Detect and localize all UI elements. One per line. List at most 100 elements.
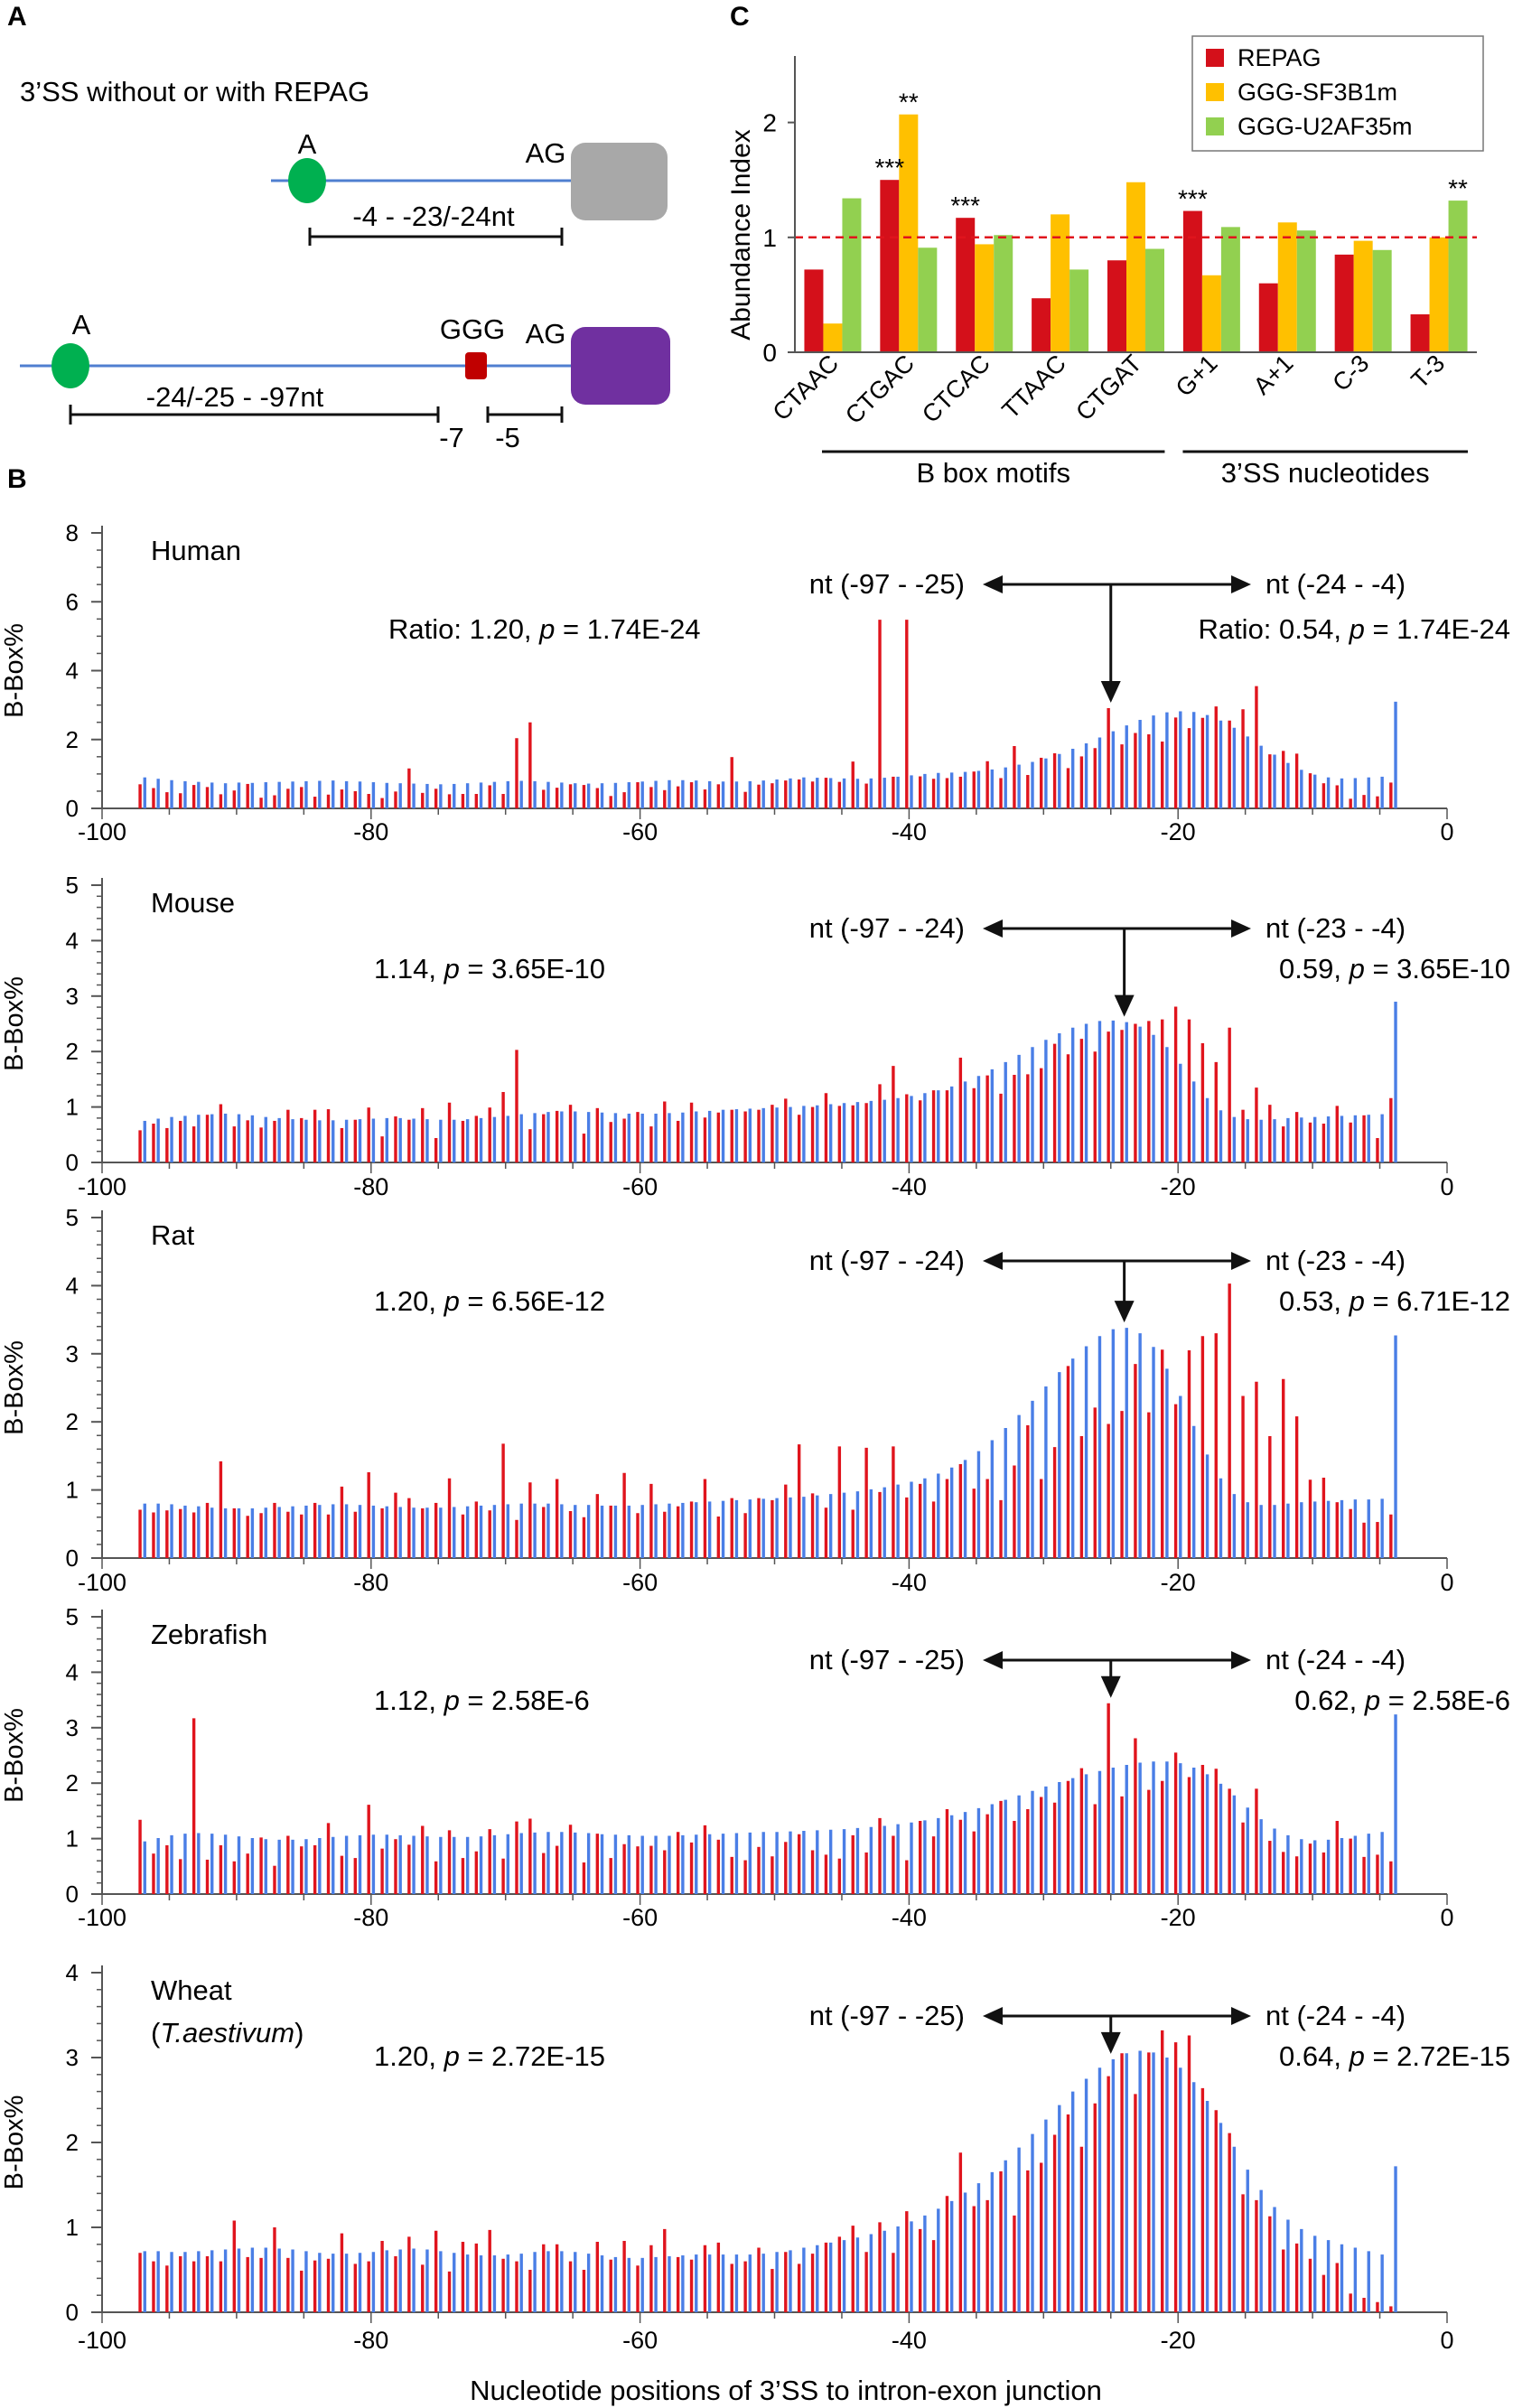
zebrafish-y-tick-label: 4 bbox=[66, 1658, 79, 1685]
rat-left-stats-part: p bbox=[444, 1285, 460, 1317]
human-y-axis-title: B-Box% bbox=[0, 623, 29, 718]
rat-y-axis-title: B-Box% bbox=[0, 1340, 29, 1435]
wheat-x-tick-label: -80 bbox=[353, 2327, 388, 2354]
rat-species-title: Rat bbox=[151, 1219, 195, 1251]
panel-c-category-label: G+1 bbox=[1171, 350, 1223, 402]
legend-swatch-sf3b1m bbox=[1206, 83, 1224, 101]
wheat-x-tick-label: 0 bbox=[1440, 2327, 1453, 2354]
zebrafish-right-stats-part: p bbox=[1364, 1685, 1380, 1716]
human-right-stats-part: p bbox=[1349, 613, 1365, 645]
panel-c-y-axis-title: Abundance Index bbox=[726, 129, 756, 341]
human-left-stats: Ratio: 1.20, p = 1.74E-24 bbox=[388, 613, 701, 645]
rat-right-stats-part: p bbox=[1349, 1285, 1365, 1317]
panel-c-bar-repag-ctaac bbox=[804, 269, 824, 352]
mouse-x-tick-label: 0 bbox=[1440, 1173, 1453, 1200]
rat-left-stats: 1.20, p = 6.56E-12 bbox=[374, 1285, 605, 1317]
mouse-arrow-left-head bbox=[983, 919, 1003, 938]
zebrafish-y-tick-label: 2 bbox=[66, 1769, 79, 1797]
mouse-y-tick-label: 3 bbox=[66, 983, 79, 1010]
zebrafish-chart: 0 1 2 3 4 5 -100 -80 -60 -40 -20 0 B-Box% Zebrafish nt… bbox=[0, 1603, 1510, 1931]
rat-right-range-label: nt (-23 - -4) bbox=[1266, 1245, 1406, 1276]
zebrafish-right-stats-part: = 2.58E-6 bbox=[1380, 1685, 1510, 1716]
panel-c-bar-repag-a+1 bbox=[1258, 283, 1278, 352]
wheat-left-stats-part: p bbox=[444, 2040, 460, 2072]
mouse-x-tick-label: -40 bbox=[892, 1173, 927, 1200]
wheat-y-tick-label: 4 bbox=[66, 1959, 79, 1986]
wheat-subtitle-open-paren: ( bbox=[151, 2017, 161, 2049]
rat-x-tick-label: 0 bbox=[1440, 1569, 1453, 1596]
mouse-peak-arrow-head bbox=[1114, 994, 1135, 1017]
mouse-left-stats-part: = 3.65E-10 bbox=[460, 953, 605, 985]
panel-c-bar-repag-ctgat bbox=[1107, 260, 1126, 352]
legend-label-repag: REPAG bbox=[1237, 44, 1322, 71]
upper-range-label: -4 - -23/-24nt bbox=[352, 201, 515, 232]
panel-c-group-label: 3’SS nucleotides bbox=[1221, 457, 1430, 489]
rat-right-stats-part: 0.53, bbox=[1279, 1285, 1350, 1317]
rat-y-tick-label: 2 bbox=[66, 1408, 79, 1435]
mouse-species-title: Mouse bbox=[151, 887, 235, 919]
wheat-right-stats-part: 0.64, bbox=[1279, 2040, 1350, 2072]
lower-range-label: -24/-25 - -97nt bbox=[146, 381, 324, 413]
mouse-x-tick-label: -80 bbox=[353, 1173, 388, 1200]
panel-c-bar-repag-g+1 bbox=[1182, 210, 1202, 352]
panel-c-group-label: B box motifs bbox=[916, 457, 1070, 489]
upper-acceptor-label: AG bbox=[526, 137, 566, 169]
wheat-subtitle-text: T.aestivum bbox=[160, 2017, 294, 2049]
mouse-y-tick-label: 2 bbox=[66, 1038, 79, 1065]
rat-left-stats-part: 1.20, bbox=[374, 1285, 444, 1317]
wheat-left-stats-part: 1.20, bbox=[374, 2040, 444, 2072]
zebrafish-x-tick-label: -40 bbox=[892, 1904, 927, 1931]
rat-x-tick-label: -100 bbox=[78, 1569, 126, 1596]
panel-c-bar-ggg-sf3b1m-t-3 bbox=[1429, 237, 1449, 352]
upper-branch-label: A bbox=[298, 128, 317, 160]
zebrafish-arrow-left-head bbox=[983, 1651, 1003, 1669]
ggg-motif-label: GGG bbox=[440, 313, 505, 345]
panel-c-category-label: A+1 bbox=[1248, 350, 1299, 400]
mouse-left-stats-part: 1.14, bbox=[374, 953, 444, 985]
panel-c-chart: C Abundance Index 012 ******** *** ** CTAA… bbox=[726, 2, 1484, 489]
zebrafish-x-tick-label: -60 bbox=[622, 1904, 658, 1931]
lower-branch-label: A bbox=[72, 309, 91, 341]
wheat-chart: 0 1 2 3 4 -100 -80 -60 -40 -20 0 B-Box% Wheat (T.aest… bbox=[0, 1959, 1510, 2354]
ggg-motif-box bbox=[465, 352, 487, 379]
wheat-arrow-right-head bbox=[1231, 2007, 1251, 2025]
legend-label-sf3b1m: GGG-SF3B1m bbox=[1237, 79, 1397, 106]
mouse-left-range-label: nt (-97 - -24) bbox=[809, 912, 965, 944]
panel-c-category-label: TTAAC bbox=[996, 350, 1070, 424]
panel-c-significance-label: ** bbox=[1448, 174, 1468, 202]
rat-y-tick-label: 5 bbox=[66, 1204, 79, 1231]
panel-c-bar-ggg-sf3b1m-ctgat bbox=[1126, 182, 1145, 352]
panel-c-significance-label: *** bbox=[874, 154, 904, 182]
human-left-stats-part: = 1.74E-24 bbox=[555, 613, 700, 645]
panel-c-bar-repag-ttaac bbox=[1032, 298, 1051, 352]
zebrafish-peak-arrow-head bbox=[1100, 1675, 1121, 1698]
mouse-y-tick-label: 1 bbox=[66, 1094, 79, 1121]
panel-c-bar-ggg-sf3b1m-ttaac bbox=[1051, 214, 1070, 352]
human-right-stats-part: = 1.74E-24 bbox=[1365, 613, 1510, 645]
mouse-chart: 0 1 2 3 4 5 -100 -80 -60 -40 -20 0 B-Box% Mouse nt (-9… bbox=[0, 872, 1510, 1200]
zebrafish-left-stats-part: = 2.58E-6 bbox=[460, 1685, 590, 1716]
zebrafish-species-title: Zebrafish bbox=[151, 1619, 267, 1650]
panel-c-bar-repag-t-3 bbox=[1410, 314, 1430, 352]
wheat-right-stats-part: = 2.72E-15 bbox=[1365, 2040, 1510, 2072]
panel-c-y-tick-label: 0 bbox=[762, 339, 777, 367]
human-y-tick-label: 6 bbox=[66, 588, 79, 615]
zebrafish-y-tick-label: 1 bbox=[66, 1825, 79, 1853]
wheat-right-stats-part: p bbox=[1349, 2040, 1365, 2072]
upper-branch-point-icon bbox=[288, 158, 326, 203]
panel-c-y-tick-label: 2 bbox=[762, 109, 777, 137]
panel-c-axes bbox=[794, 56, 1477, 353]
lower-ggg-bracket bbox=[486, 406, 564, 423]
mouse-left-stats: 1.14, p = 3.65E-10 bbox=[374, 953, 605, 985]
zebrafish-x-tick-label: -80 bbox=[353, 1904, 388, 1931]
rat-y-tick-label: 0 bbox=[66, 1545, 79, 1572]
wheat-y-axis-title: B-Box% bbox=[0, 2095, 29, 2190]
panel-c-bar-ggg-sf3b1m-ctgac bbox=[899, 114, 919, 353]
x-axis-title: Nucleotide positions of 3’SS to intron-e… bbox=[470, 2375, 1102, 2406]
wheat-peak-arrow-head bbox=[1100, 2031, 1121, 2054]
panel-c-bar-repag-ctgac bbox=[880, 180, 900, 352]
human-x-tick-label: 0 bbox=[1440, 818, 1453, 845]
zebrafish-left-stats-part: 1.12, bbox=[374, 1685, 444, 1716]
panel-c-significance-label: *** bbox=[1178, 185, 1208, 213]
zebrafish-x-tick-label: -100 bbox=[78, 1904, 126, 1931]
